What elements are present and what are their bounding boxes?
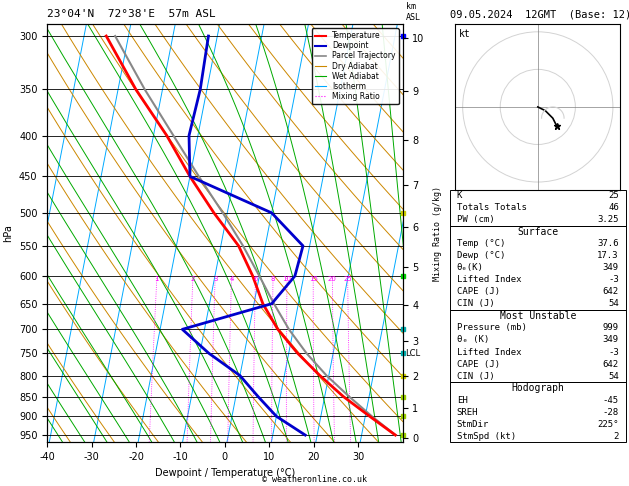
Text: 3: 3 [213,276,218,282]
Text: kt: kt [459,29,470,39]
Text: 225°: 225° [598,420,619,429]
Text: θₑ (K): θₑ (K) [457,335,489,345]
Text: Pressure (mb): Pressure (mb) [457,324,526,332]
Text: 8: 8 [270,276,276,282]
Text: EH: EH [457,396,467,405]
Text: 999: 999 [603,324,619,332]
Text: -3: -3 [608,347,619,357]
Text: Most Unstable: Most Unstable [499,311,576,321]
Text: 642: 642 [603,287,619,296]
Text: 20: 20 [328,276,337,282]
X-axis label: Dewpoint / Temperature (°C): Dewpoint / Temperature (°C) [155,468,295,478]
Text: CAPE (J): CAPE (J) [457,360,500,368]
Text: K: K [457,191,462,200]
Text: StmDir: StmDir [457,420,489,429]
Text: Lifted Index: Lifted Index [457,275,521,284]
Text: 46: 46 [608,203,619,212]
Text: 25: 25 [608,191,619,200]
Text: -3: -3 [608,275,619,284]
Text: CIN (J): CIN (J) [457,299,494,308]
Text: 3.25: 3.25 [598,215,619,224]
Text: 2: 2 [613,432,619,441]
Text: LCL: LCL [405,349,420,358]
Text: © weatheronline.co.uk: © weatheronline.co.uk [262,474,367,484]
Text: StmSpd (kt): StmSpd (kt) [457,432,516,441]
Text: 10: 10 [282,276,291,282]
Text: Lifted Index: Lifted Index [457,347,521,357]
Text: 17.3: 17.3 [598,251,619,260]
Text: CIN (J): CIN (J) [457,372,494,381]
Text: θₑ(K): θₑ(K) [457,263,484,272]
Y-axis label: hPa: hPa [3,225,13,242]
Text: 54: 54 [608,372,619,381]
Text: -45: -45 [603,396,619,405]
Text: 25: 25 [343,276,352,282]
Text: -28: -28 [603,408,619,417]
Text: Surface: Surface [517,226,559,237]
Text: 54: 54 [608,299,619,308]
Text: Hodograph: Hodograph [511,383,564,393]
Text: 642: 642 [603,360,619,368]
Text: 09.05.2024  12GMT  (Base: 12): 09.05.2024 12GMT (Base: 12) [450,9,629,19]
Text: 4: 4 [230,276,234,282]
Text: 2: 2 [191,276,195,282]
Text: Dewp (°C): Dewp (°C) [457,251,505,260]
Text: 23°04'N  72°38'E  57m ASL: 23°04'N 72°38'E 57m ASL [47,9,216,19]
Text: 15: 15 [309,276,318,282]
Text: CAPE (J): CAPE (J) [457,287,500,296]
Text: Totals Totals: Totals Totals [457,203,526,212]
Text: PW (cm): PW (cm) [457,215,494,224]
Text: SREH: SREH [457,408,478,417]
Text: 6: 6 [253,276,258,282]
Legend: Temperature, Dewpoint, Parcel Trajectory, Dry Adiabat, Wet Adiabat, Isotherm, Mi: Temperature, Dewpoint, Parcel Trajectory… [311,28,399,104]
Text: km
ASL: km ASL [406,2,421,22]
Text: 349: 349 [603,263,619,272]
Text: Temp (°C): Temp (°C) [457,239,505,248]
Text: 349: 349 [603,335,619,345]
Text: 37.6: 37.6 [598,239,619,248]
Text: 1: 1 [155,276,159,282]
Text: Mixing Ratio (g/kg): Mixing Ratio (g/kg) [433,186,442,281]
